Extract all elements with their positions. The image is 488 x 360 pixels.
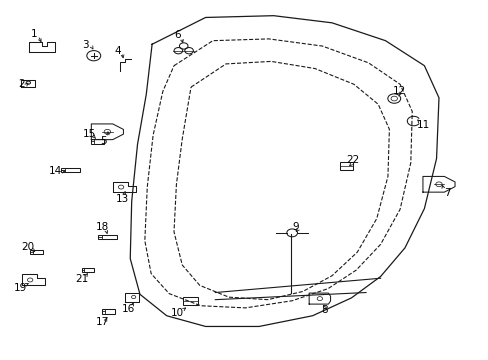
Text: 17: 17 xyxy=(96,317,109,327)
Text: 10: 10 xyxy=(170,308,183,318)
Text: 21: 21 xyxy=(75,274,88,284)
Text: 16: 16 xyxy=(122,304,135,314)
Text: 8: 8 xyxy=(321,305,327,315)
Bar xyxy=(30,250,43,254)
Text: 20: 20 xyxy=(21,242,35,252)
Text: 22: 22 xyxy=(345,156,358,165)
Text: 9: 9 xyxy=(292,222,298,232)
Text: 13: 13 xyxy=(115,194,128,203)
Text: 3: 3 xyxy=(81,40,88,50)
Text: 6: 6 xyxy=(174,30,181,40)
Text: 5: 5 xyxy=(100,136,106,146)
Text: 4: 4 xyxy=(115,46,121,56)
Text: 18: 18 xyxy=(96,222,109,232)
Text: 19: 19 xyxy=(14,283,27,293)
Text: 7: 7 xyxy=(444,188,450,198)
Text: 15: 15 xyxy=(83,129,96,139)
Text: 2: 2 xyxy=(19,79,25,89)
Bar xyxy=(81,268,94,272)
Bar xyxy=(182,297,197,305)
Bar xyxy=(61,168,80,172)
Text: 11: 11 xyxy=(416,120,429,130)
Text: 14: 14 xyxy=(49,166,62,176)
Text: 12: 12 xyxy=(392,86,405,96)
Bar xyxy=(91,139,104,144)
Bar xyxy=(340,162,352,170)
Bar xyxy=(102,309,115,314)
Text: 1: 1 xyxy=(31,29,38,39)
Bar xyxy=(98,235,117,239)
